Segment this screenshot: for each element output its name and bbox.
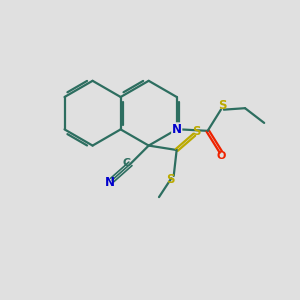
Text: O: O bbox=[216, 151, 226, 160]
Text: N: N bbox=[105, 176, 115, 189]
Text: S: S bbox=[166, 173, 174, 186]
Text: C: C bbox=[123, 158, 131, 168]
Text: N: N bbox=[172, 123, 182, 136]
Text: S: S bbox=[192, 125, 201, 138]
Text: S: S bbox=[218, 99, 226, 112]
